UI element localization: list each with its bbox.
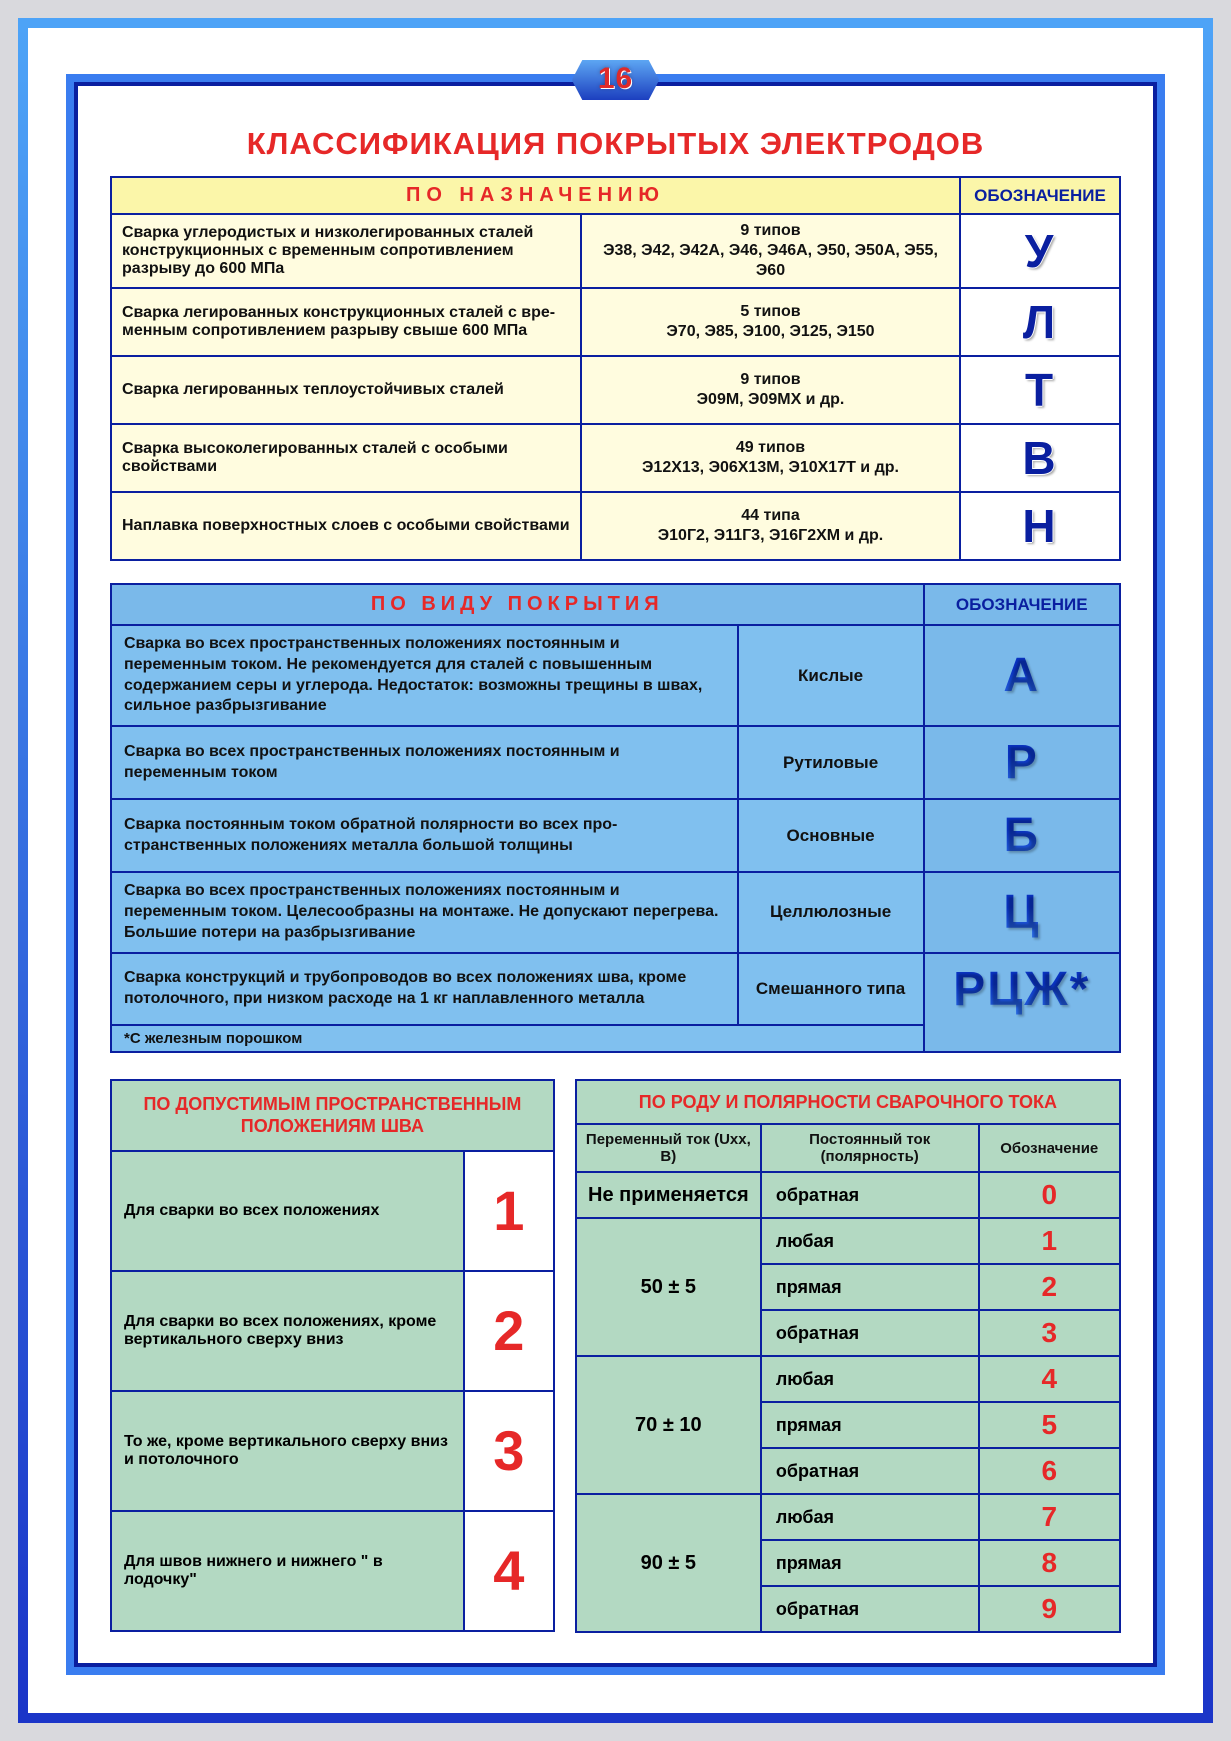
t4-code: 2 [979,1264,1121,1310]
t4-ac: 70 ± 10 [576,1356,761,1494]
t4-ac: 50 ± 5 [576,1218,761,1356]
t1-types: 9 типовЭ38, Э42, Э42А, Э46, Э46А, Э50, Э… [581,214,960,288]
t4-code: 1 [979,1218,1121,1264]
t2-mark: Ц [924,872,1121,952]
t4-polarity: прямая [761,1540,979,1586]
t1-desc: Сварка углеродистых и низколегированных … [111,214,581,288]
t1-types: 44 типаЭ10Г2, Э11Г3, Э16Г2ХМ и др. [581,492,960,560]
t3-header: ПО ДОПУСТИМЫМ ПРОСТРАНСТВЕННЫМ ПОЛОЖЕНИЯ… [111,1080,554,1151]
t1-desc: Сварка высоколегированных сталей с особы… [111,424,581,492]
t3-desc: Для сварки во всех положениях [111,1151,464,1271]
t1-desc: Сварка легированных теплоустойчивых стал… [111,356,581,424]
t2-mark: А [924,625,1121,726]
t3-desc: То же, кроме вертикального сверху вниз и… [111,1391,464,1511]
t2-mark: РЦЖ* [924,953,1121,1025]
t3-num: 3 [464,1391,554,1511]
outer-frame: 1 6 КЛАССИФИКАЦИЯ ПОКРЫТЫХ ЭЛЕКТРОДОВ ПО … [66,74,1165,1675]
t4-ac: 90 ± 5 [576,1494,761,1632]
table-by-current: ПО РОДУ И ПОЛЯРНОСТИ СВАРОЧНОГО ТОКА Пер… [575,1079,1121,1634]
t4-code: 5 [979,1402,1121,1448]
t2-desc: Сварка постоянным током обратной полярно… [111,799,738,872]
t1-mark: У [960,214,1120,288]
page-number-badge: 16 [572,60,659,100]
t4-polarity: обратная [761,1172,979,1218]
t2-kind: Смешанного типа [738,953,924,1025]
t1-header-left: ПО НАЗНАЧЕНИЮ [111,177,960,214]
t4-code: 4 [979,1356,1121,1402]
t4-col2: Постоянный ток (полярность) [761,1124,979,1172]
table-by-purpose: ПО НАЗНАЧЕНИЮ ОБОЗНАЧЕНИЕ Сварка углерод… [110,176,1121,561]
t2-header-left: ПО ВИДУ ПОКРЫТИЯ [111,584,924,625]
t4-code: 6 [979,1448,1121,1494]
t4-code: 3 [979,1310,1121,1356]
t3-desc: Для сварки во всех положениях, кроме вер… [111,1271,464,1391]
t2-footnote: *С железным порошком [111,1025,924,1052]
t2-desc: Сварка конструкций и трубопроводов во вс… [111,953,738,1025]
t2-desc: Сварка во всех пространственных положени… [111,872,738,952]
t2-desc: Сварка во всех пространственных положени… [111,726,738,799]
t2-desc: Сварка во всех пространственных положени… [111,625,738,726]
t1-desc: Наплавка поверхностных слоев с особыми с… [111,492,581,560]
t4-ac: Не применяется [576,1172,761,1218]
t1-types: 5 типовЭ70, Э85, Э100, Э125, Э150 [581,288,960,356]
t1-mark: Л [960,288,1120,356]
t3-num: 2 [464,1271,554,1391]
poster-page: 16 КЛАССИФИКАЦИЯ ПОКРЫТЫХ ЭЛЕКТРОДОВ ПО … [18,18,1213,1723]
t4-polarity: прямая [761,1402,979,1448]
t4-header: ПО РОДУ И ПОЛЯРНОСТИ СВАРОЧНОГО ТОКА [576,1080,1120,1125]
table-by-coating: ПО ВИДУ ПОКРЫТИЯ ОБОЗНАЧЕНИЕ Сварка во в… [110,583,1121,1053]
t4-polarity: обратная [761,1448,979,1494]
t4-code: 9 [979,1586,1121,1632]
t4-polarity: прямая [761,1264,979,1310]
t4-code: 8 [979,1540,1121,1586]
t4-polarity: любая [761,1494,979,1540]
t2-kind: Основные [738,799,924,872]
t4-col1: Переменный ток (Uхх, В) [576,1124,761,1172]
t1-mark: Т [960,356,1120,424]
t2-kind: Кислые [738,625,924,726]
t2-mark: Б [924,799,1121,872]
t4-polarity: любая [761,1356,979,1402]
t3-num: 4 [464,1511,554,1631]
t1-desc: Сварка легированных конструкционных стал… [111,288,581,356]
t4-code: 7 [979,1494,1121,1540]
t4-polarity: обратная [761,1310,979,1356]
t1-types: 49 типовЭ12Х13, Э06Х13М, Э10Х17Т и др. [581,424,960,492]
t4-polarity: обратная [761,1586,979,1632]
t2-kind: Рутиловые [738,726,924,799]
t2-mark: Р [924,726,1121,799]
t3-num: 1 [464,1151,554,1271]
table-by-position: ПО ДОПУСТИМЫМ ПРОСТРАНСТВЕННЫМ ПОЛОЖЕНИЯ… [110,1079,555,1632]
t3-desc: Для швов нижнего и нижнего " в лодочку" [111,1511,464,1631]
t4-col3: Обозна­чение [979,1124,1121,1172]
t2-kind: Целлюлозные [738,872,924,952]
t1-header-right: ОБОЗНАЧЕНИЕ [960,177,1120,214]
page-title: КЛАССИФИКАЦИЯ ПОКРЫТЫХ ЭЛЕКТРОДОВ [110,126,1121,162]
t4-polarity: любая [761,1218,979,1264]
t4-code: 0 [979,1172,1121,1218]
inner-frame: 1 6 КЛАССИФИКАЦИЯ ПОКРЫТЫХ ЭЛЕКТРОДОВ ПО … [74,82,1157,1667]
t1-mark: Н [960,492,1120,560]
t1-types: 9 типовЭ09М, Э09МХ и др. [581,356,960,424]
t2-header-right: ОБОЗНАЧЕНИЕ [924,584,1121,625]
t1-mark: В [960,424,1120,492]
